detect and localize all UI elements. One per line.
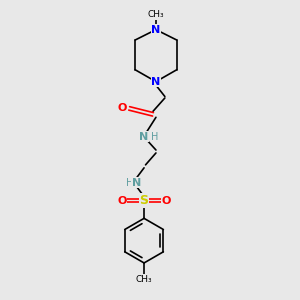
Text: O: O (117, 103, 127, 113)
Text: O: O (162, 196, 171, 206)
Text: H: H (125, 178, 133, 188)
Text: CH₃: CH₃ (136, 275, 152, 284)
Text: N: N (151, 76, 160, 87)
Text: CH₃: CH₃ (148, 10, 164, 19)
Text: O: O (117, 196, 127, 206)
Text: N: N (140, 132, 149, 142)
Text: S: S (140, 194, 148, 207)
Text: N: N (151, 25, 160, 34)
Text: N: N (132, 178, 141, 188)
Text: H: H (151, 132, 158, 142)
